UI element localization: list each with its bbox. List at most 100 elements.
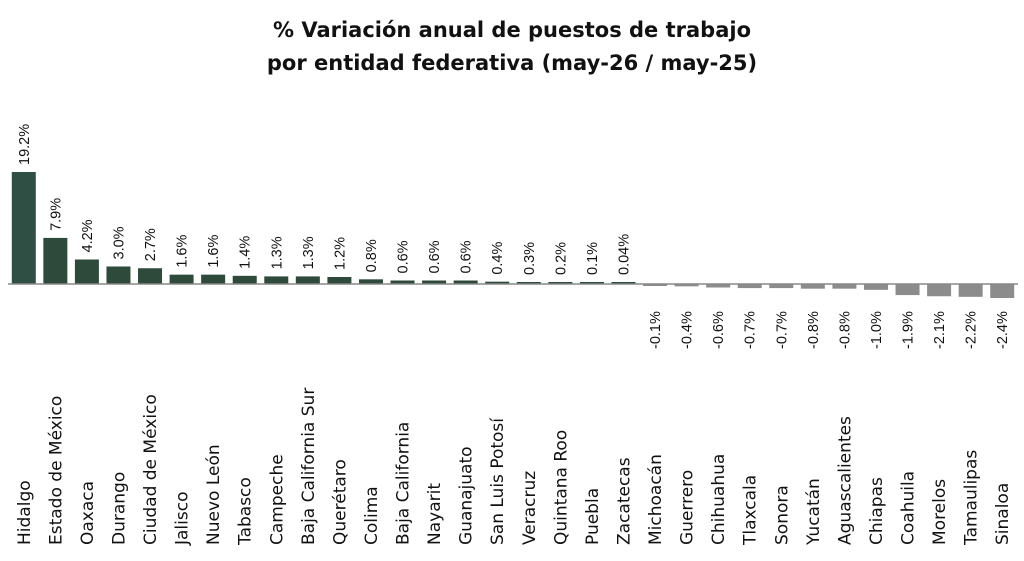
bar-guerrero: [674, 284, 699, 287]
bar-baja-california: [390, 280, 415, 284]
category-label-san-luis-potosi: San Luis Potosí: [488, 417, 508, 545]
bar-oaxaca: [74, 259, 99, 284]
bar-chihuahua: [706, 284, 731, 288]
bar-ciudad-de-mexico: [138, 268, 163, 284]
value-label-estado-de-mexico: 7.9%: [48, 198, 64, 231]
category-label-chiapas: Chiapas: [867, 477, 887, 545]
bar-hidalgo: [11, 172, 36, 284]
bar-zacatecas: [611, 282, 636, 284]
category-label-tlaxcala: Tlaxcala: [741, 475, 761, 546]
value-label-tamaulipas: -2.2%: [964, 311, 980, 349]
category-label-puebla: Puebla: [583, 488, 603, 545]
value-label-michoacan: -0.1%: [648, 311, 664, 349]
bar-durango: [106, 266, 131, 284]
bar-san-luis-potosi: [485, 281, 510, 284]
value-label-jalisco: 1.6%: [175, 235, 191, 268]
category-label-hidalgo: Hidalgo: [15, 480, 35, 545]
value-label-quintana-roo: 0.2%: [553, 242, 569, 275]
category-label-durango: Durango: [109, 472, 129, 545]
category-label-yucatan: Yucatán: [804, 478, 824, 546]
chart-title-line-1: % Variación anual de puestos de trabajo: [272, 18, 751, 42]
category-label-chihuahua: Chihuahua: [709, 454, 729, 545]
bar-estado-de-mexico: [43, 237, 68, 284]
category-label-baja-california-sur: Baja California Sur: [299, 388, 319, 545]
value-label-queretaro: 1.2%: [332, 237, 348, 270]
bar-puebla: [579, 282, 604, 284]
value-label-nuevo-leon: 1.6%: [206, 235, 222, 268]
value-label-puebla: 0.1%: [585, 242, 601, 275]
bar-tamaulipas: [958, 284, 983, 297]
value-label-veracruz: 0.3%: [522, 242, 538, 275]
category-label-queretaro: Querétaro: [330, 459, 350, 545]
value-label-nayarit: 0.6%: [427, 240, 443, 273]
category-label-veracruz: Veracruz: [520, 471, 540, 545]
category-label-colima: Colima: [362, 486, 382, 545]
value-label-morelos: -2.1%: [932, 311, 948, 349]
bar-nuevo-leon: [201, 274, 226, 284]
value-label-san-luis-potosi: 0.4%: [490, 242, 506, 275]
value-label-oaxaca: 4.2%: [80, 219, 96, 252]
category-label-campeche: Campeche: [267, 454, 287, 545]
value-label-yucatan: -0.8%: [806, 311, 822, 349]
category-label-estado-de-mexico: Estado de México: [46, 396, 66, 545]
data-labels-group: 19.2% 7.9% 4.2% 3.0% 2.7% 1.6% 1.6% 1.4% 1.3% 1.3…: [17, 124, 1011, 349]
bar-sinaloa: [990, 284, 1015, 298]
category-label-nayarit: Nayarit: [425, 483, 445, 545]
category-label-morelos: Morelos: [930, 479, 950, 545]
bar-guanajuato: [453, 280, 478, 284]
value-label-sonora: -0.7%: [774, 311, 790, 349]
value-label-chiapas: -1.0%: [869, 311, 885, 349]
value-label-baja-california-sur: 1.3%: [301, 236, 317, 269]
bar-queretaro: [327, 277, 352, 284]
value-label-guerrero: -0.4%: [680, 311, 696, 349]
value-label-guanajuato: 0.6%: [459, 240, 475, 273]
bar-nayarit: [422, 280, 447, 284]
value-label-tabasco: 1.4%: [238, 236, 254, 269]
value-label-ciudad-de-mexico: 2.7%: [143, 228, 159, 261]
bar-yucatan: [800, 284, 825, 289]
category-label-baja-california: Baja California: [394, 422, 414, 545]
bars-group: [11, 172, 1015, 298]
bar-coahuila: [895, 284, 920, 296]
bar-colima: [358, 279, 383, 284]
chart-title-line-2: por entidad federativa (may-26 / may-25): [266, 51, 758, 75]
value-label-aguascalientes: -0.8%: [837, 311, 853, 349]
chart-title: % Variación anual de puestos de trabajo …: [0, 14, 1024, 80]
value-label-campeche: 1.3%: [269, 236, 285, 269]
category-label-aguascalientes: Aguascalientes: [835, 416, 855, 545]
category-label-tamaulipas: Tamaulipas: [962, 450, 982, 546]
category-label-quintana-roo: Quintana Roo: [551, 430, 571, 545]
category-label-michoacan: Michoacán: [646, 454, 666, 545]
category-label-zacatecas: Zacatecas: [614, 457, 634, 545]
bar-tlaxcala: [737, 284, 762, 289]
bar-veracruz: [516, 282, 541, 284]
category-label-ciudad-de-mexico: Ciudad de México: [141, 394, 161, 545]
bar-chiapas: [863, 284, 888, 290]
category-label-sonora: Sonora: [772, 485, 792, 545]
bar-aguascalientes: [832, 284, 857, 289]
bar-michoacan: [643, 284, 668, 286]
bar-tabasco: [232, 275, 257, 284]
value-label-coahuila: -1.9%: [901, 311, 917, 349]
bar-sonora: [769, 284, 794, 289]
category-label-jalisco: Jalisco: [173, 492, 193, 546]
value-label-colima: 0.8%: [364, 239, 380, 272]
bar-campeche: [264, 276, 289, 284]
category-label-tabasco: Tabasco: [236, 477, 256, 546]
category-label-nuevo-leon: Nuevo León: [204, 444, 224, 545]
bar-jalisco: [169, 274, 194, 284]
value-label-sinaloa: -2.4%: [995, 311, 1011, 349]
category-label-coahuila: Coahuila: [899, 471, 919, 545]
bar-morelos: [927, 284, 952, 297]
bar-baja-california-sur: [295, 276, 320, 284]
value-label-durango: 3.0%: [111, 226, 127, 259]
value-label-hidalgo: 19.2%: [17, 124, 33, 165]
category-label-guerrero: Guerrero: [678, 470, 698, 545]
category-label-oaxaca: Oaxaca: [78, 481, 98, 545]
value-label-tlaxcala: -0.7%: [743, 311, 759, 349]
value-label-baja-california: 0.6%: [396, 240, 412, 273]
category-labels-group: Hidalgo Estado de México Oaxaca Durango Ciud…: [15, 388, 1013, 546]
value-label-zacatecas: 0.04%: [616, 234, 632, 275]
bar-quintana-roo: [548, 282, 573, 284]
